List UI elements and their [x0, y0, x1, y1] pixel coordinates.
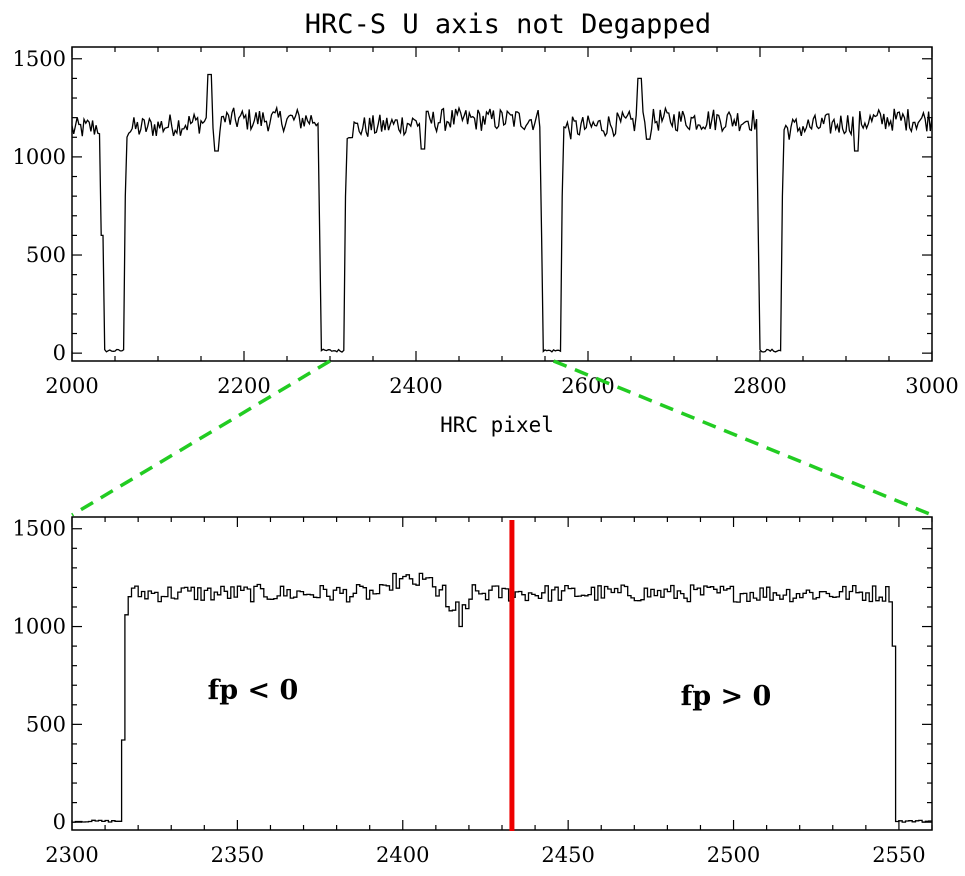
bottom-y-tick-label: 0 [53, 810, 66, 834]
annotation-fp-positive: fp > 0 [681, 681, 772, 712]
bottom-series-line [71, 572, 932, 823]
top-x-tick-label: 2200 [217, 374, 270, 398]
top-y-tick-label: 0 [53, 341, 66, 365]
bottom-x-tick-label: 2500 [707, 843, 760, 867]
zoom-connector-left [71, 359, 331, 517]
top-plot-frame [71, 46, 933, 362]
top-axis-ticks [71, 47, 933, 361]
bottom-plot-frame [71, 516, 933, 831]
annotation-fp-negative: fp < 0 [208, 675, 299, 706]
top-x-tick-label: 2400 [389, 374, 442, 398]
bottom-y-tick-label: 1500 [13, 517, 66, 541]
top-x-tick-label: 2000 [45, 374, 98, 398]
top-x-tick-label: 2800 [733, 374, 786, 398]
bottom-x-tick-label: 2400 [376, 843, 429, 867]
top-series-line [71, 73, 933, 353]
top-y-tick-label: 500 [26, 243, 66, 267]
top-tick-labels: 2000 2200 2400 2600 2800 3000 0 500 1000 1500 [13, 47, 959, 398]
top-x-tick-label: 2600 [561, 374, 614, 398]
bottom-x-tick-label: 2450 [541, 843, 594, 867]
bottom-x-tick-label: 2350 [211, 843, 264, 867]
bottom-y-tick-label: 500 [26, 712, 66, 736]
bottom-x-tick-label: 2550 [872, 843, 925, 867]
top-y-tick-label: 1000 [13, 145, 66, 169]
top-y-tick-label: 1500 [13, 47, 66, 71]
top-x-tick-label: 3000 [905, 374, 958, 398]
bottom-panel: 2300 2350 2400 2450 2500 2550 0 500 1000 1500 fp … [13, 516, 933, 867]
bottom-y-tick-label: 1000 [13, 615, 66, 639]
bottom-tick-labels: 2300 2350 2400 2450 2500 2550 0 500 1000 1500 [13, 517, 926, 867]
bottom-axis-ticks [71, 517, 933, 830]
top-x-axis-label: HRC pixel [440, 413, 554, 437]
top-panel: 2000 2200 2400 2600 2800 3000 0 500 1000 1500 [13, 46, 959, 398]
zoom-connectors [71, 359, 933, 517]
chart-title: HRC-S U axis not Degapped [305, 9, 711, 40]
bottom-x-tick-label: 2300 [45, 843, 98, 867]
